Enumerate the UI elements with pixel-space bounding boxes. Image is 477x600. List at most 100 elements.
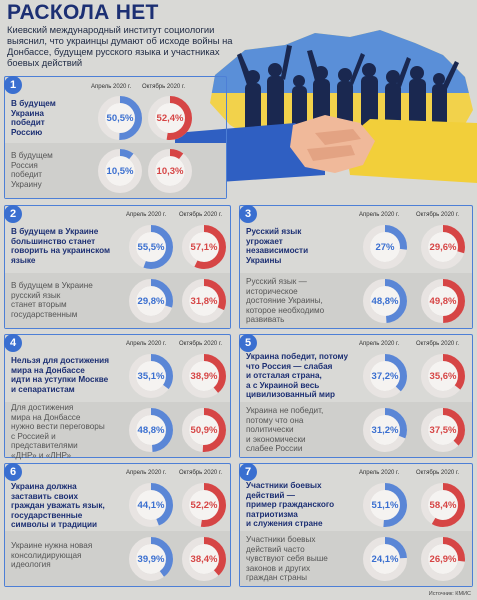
donut-october: 57,1% xyxy=(181,224,227,270)
donut-value-label: 44,1% xyxy=(137,499,165,511)
donut-center xyxy=(428,415,458,445)
donut-april: 50,5% xyxy=(97,95,143,141)
donut-arc xyxy=(129,225,173,269)
donut-arc xyxy=(182,408,226,452)
donut-october: 50,9% xyxy=(181,407,227,453)
statement-row: Русский язык угрожает независимости Укра… xyxy=(240,219,472,275)
donut-october: 49,8% xyxy=(420,278,466,324)
period-april-label: Апрель 2020 г. xyxy=(126,341,167,347)
donut-center xyxy=(155,103,185,133)
donut-value-label: 37,2% xyxy=(371,370,399,382)
donut-value-label: 26,9% xyxy=(429,553,457,565)
donut-arc xyxy=(363,279,407,323)
panel-7: 7 Апрель 2020 г. Октябрь 2020 г. Участни… xyxy=(239,463,473,587)
donut-center xyxy=(189,415,219,445)
statement-text: В будущем Россия победит Украину xyxy=(11,151,53,189)
statement-text: Нельзя для достижения мира на Донбассе и… xyxy=(11,356,109,394)
statement-text: Украина не победит, потому что она полит… xyxy=(246,406,324,454)
panel-4: 4 Апрель 2020 г. Октябрь 2020 г. Нельзя … xyxy=(4,334,231,460)
donut-october: 35,6% xyxy=(420,353,466,399)
period-april-label: Апрель 2020 г. xyxy=(126,470,167,476)
donut-arc xyxy=(421,279,465,323)
statement-row: Украина не победит, потому что она полит… xyxy=(240,402,472,457)
donut-center xyxy=(370,490,400,520)
donut-value-label: 50,9% xyxy=(190,424,218,436)
donut-april: 31,2% xyxy=(362,407,408,453)
statement-text: Украина должна заставить своих граждан у… xyxy=(11,482,105,530)
donut-april: 37,2% xyxy=(362,353,408,399)
donut-ring xyxy=(182,225,226,269)
donut-center xyxy=(189,361,219,391)
donut-value-label: 50,5% xyxy=(106,112,134,124)
panel-number-badge: 6 xyxy=(4,463,22,481)
statement-text: Русский язык — историческое достояние Ук… xyxy=(246,277,325,325)
donut-center xyxy=(370,544,400,574)
donut-ring xyxy=(363,537,407,581)
statement-row: Нельзя для достижения мира на Донбассе и… xyxy=(5,348,230,404)
statement-text: В будущем в Украине большинство станет г… xyxy=(11,227,111,265)
donut-arc xyxy=(182,225,226,269)
period-april-label: Апрель 2020 г. xyxy=(359,341,400,347)
panel-3: 3 Апрель 2020 г. Октябрь 2020 г. Русский… xyxy=(239,205,473,329)
donut-ring xyxy=(421,354,465,398)
panel-number-badge: 2 xyxy=(4,205,22,223)
donut-center xyxy=(189,490,219,520)
donut-ring xyxy=(182,354,226,398)
donut-ring xyxy=(129,354,173,398)
donut-center xyxy=(155,156,185,186)
donut-center xyxy=(136,490,166,520)
donut-ring xyxy=(421,408,465,452)
period-october-label: Октябрь 2020 г. xyxy=(416,341,460,347)
donut-arc xyxy=(421,483,465,527)
donut-april: 44,1% xyxy=(128,482,174,528)
donut-center xyxy=(189,286,219,316)
donut-april: 48,8% xyxy=(128,407,174,453)
donut-ring xyxy=(421,225,465,269)
donut-value-label: 48,8% xyxy=(371,295,399,307)
donut-value-label: 39,9% xyxy=(137,553,165,565)
statement-text: Украине нужна новая консолидирующая идео… xyxy=(11,541,93,570)
donut-ring xyxy=(148,149,192,193)
period-october-label: Октябрь 2020 г. xyxy=(179,341,223,347)
donut-arc xyxy=(363,354,407,398)
donut-value-label: 29,8% xyxy=(137,295,165,307)
donut-center xyxy=(189,232,219,262)
donut-center xyxy=(136,361,166,391)
donut-ring xyxy=(148,96,192,140)
donut-ring xyxy=(421,279,465,323)
donut-ring xyxy=(182,537,226,581)
donut-arc xyxy=(363,483,407,527)
donut-october: 52,4% xyxy=(147,95,193,141)
donut-center xyxy=(136,415,166,445)
donut-ring xyxy=(363,354,407,398)
period-october-label: Октябрь 2020 г. xyxy=(416,470,460,476)
donut-arc xyxy=(129,354,173,398)
donut-value-label: 27% xyxy=(375,241,395,253)
donut-ring xyxy=(129,225,173,269)
crowd-silhouette xyxy=(237,45,459,133)
donut-center xyxy=(428,286,458,316)
donut-center xyxy=(428,544,458,574)
panel-number-badge: 5 xyxy=(239,334,257,352)
donut-center xyxy=(136,544,166,574)
donut-october: 31,8% xyxy=(181,278,227,324)
panel-number-badge: 7 xyxy=(239,463,257,481)
donut-center xyxy=(105,156,135,186)
donut-center xyxy=(370,361,400,391)
donut-arc xyxy=(148,149,192,193)
donut-center xyxy=(370,415,400,445)
donut-april: 24,1% xyxy=(362,536,408,582)
donut-ring xyxy=(182,408,226,452)
donut-ring xyxy=(182,483,226,527)
donut-october: 52,2% xyxy=(181,482,227,528)
donut-value-label: 31,8% xyxy=(190,295,218,307)
donut-value-label: 31,2% xyxy=(371,424,399,436)
donut-april: 55,5% xyxy=(128,224,174,270)
donut-value-label: 49,8% xyxy=(429,295,457,307)
donut-ring xyxy=(363,225,407,269)
donut-value-label: 48,8% xyxy=(137,424,165,436)
donut-arc xyxy=(421,225,465,269)
donut-april: 35,1% xyxy=(128,353,174,399)
donut-october: 37,5% xyxy=(420,407,466,453)
donut-value-label: 35,1% xyxy=(137,370,165,382)
